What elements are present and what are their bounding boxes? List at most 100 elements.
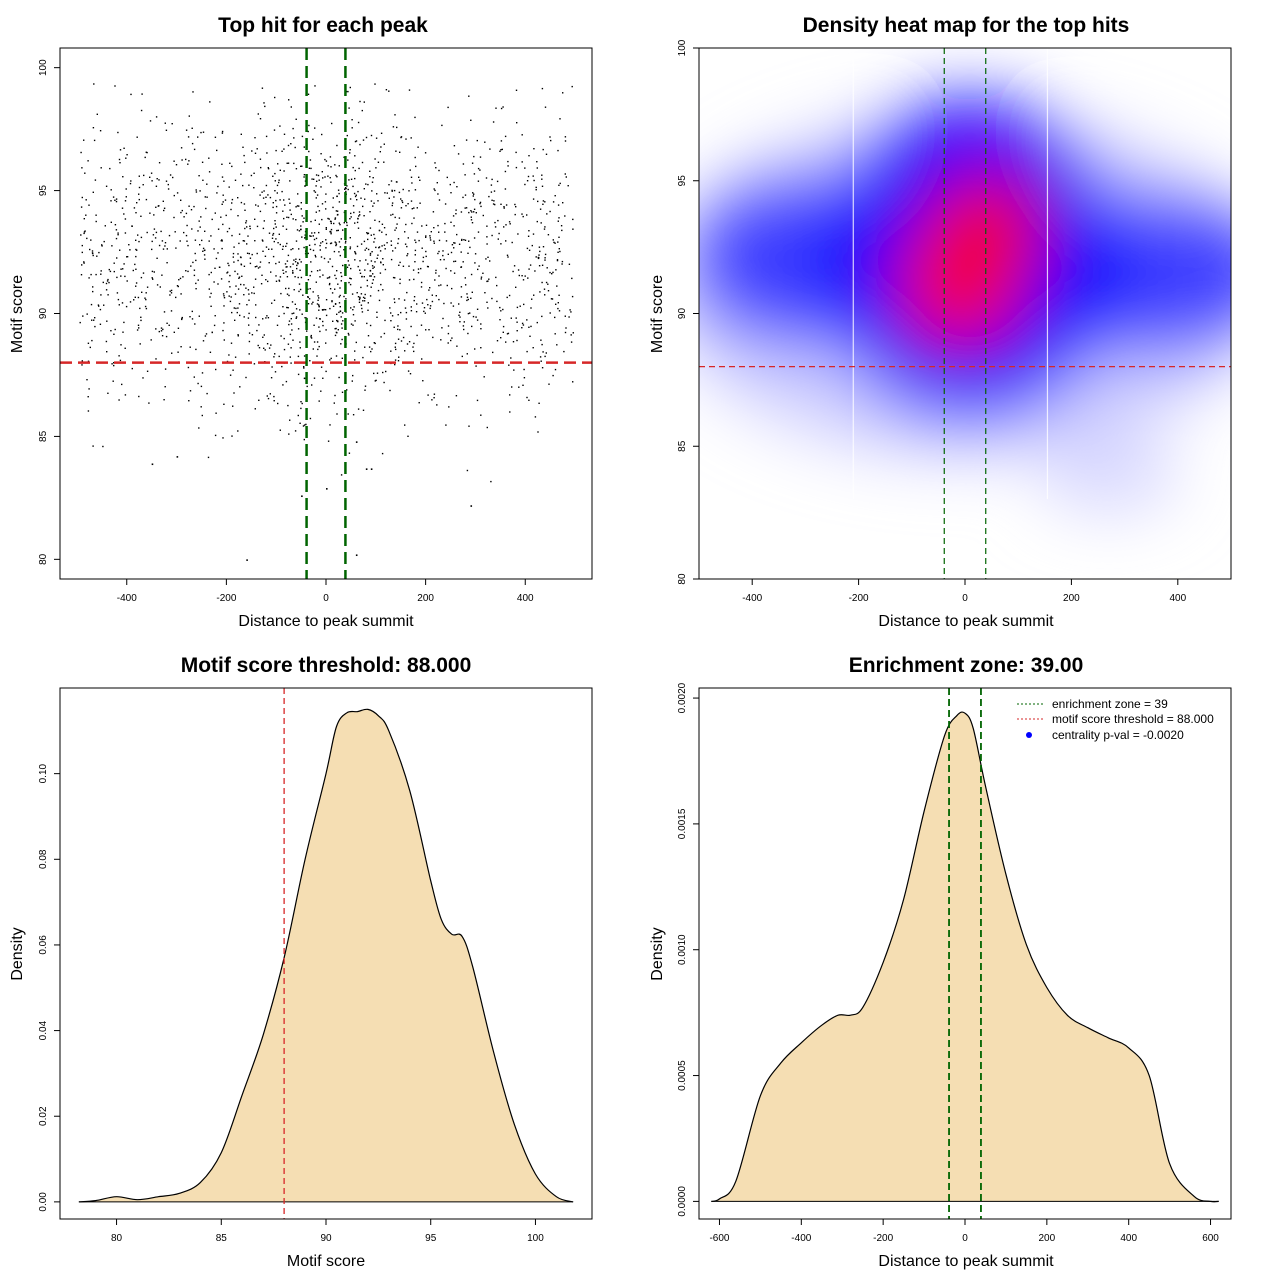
scatter-point <box>123 213 125 215</box>
scatter-point <box>427 304 429 306</box>
scatter-point <box>262 318 264 320</box>
scatter-point <box>377 200 379 202</box>
scatter-point <box>136 249 138 251</box>
scatter-point <box>239 386 241 388</box>
scatter-point <box>301 215 303 217</box>
scatter-point <box>280 335 282 337</box>
scatter-point <box>296 205 299 207</box>
scatter-point <box>115 237 118 240</box>
scatter-point <box>427 394 429 396</box>
scatter-point <box>557 241 559 243</box>
scatter-point <box>315 317 318 319</box>
scatter-point <box>338 251 340 253</box>
scatter-point <box>216 149 218 152</box>
scatter-point <box>354 177 356 180</box>
scatter-point <box>177 285 179 288</box>
scatter-point <box>191 142 194 145</box>
scatter-point <box>404 307 407 309</box>
scatter-point <box>411 182 413 184</box>
scatter-point <box>383 143 385 145</box>
scatter-point <box>208 240 210 242</box>
scatter-point <box>364 198 366 200</box>
scatter-point <box>550 298 553 300</box>
scatter-point <box>475 316 477 318</box>
scatter-point <box>288 323 290 326</box>
scatter-point <box>367 248 370 251</box>
scatter-point <box>320 366 323 368</box>
scatter-point <box>355 253 357 255</box>
scatter-point <box>222 194 224 196</box>
scatter-point <box>347 332 350 335</box>
scatter-point <box>137 296 140 299</box>
scatter-point <box>502 325 505 328</box>
scatter-point <box>180 346 182 348</box>
scatter-point <box>408 190 410 192</box>
x-tick-label: 0 <box>323 593 329 604</box>
scatter-point <box>259 118 262 120</box>
scatter-point <box>461 355 463 358</box>
legend-swatch-pval <box>1026 732 1032 738</box>
scatter-point <box>410 325 412 328</box>
scatter-point <box>107 294 109 296</box>
scatter-point <box>393 196 395 198</box>
density-curve <box>711 711 1219 1203</box>
scatter-point <box>464 194 467 196</box>
scatter-point <box>313 232 316 234</box>
scatter-point <box>163 311 166 313</box>
scatter-point <box>413 299 415 302</box>
scatter-point <box>360 304 363 306</box>
scatter-point <box>322 274 324 276</box>
scatter-point <box>135 282 138 284</box>
scatter-point <box>449 183 451 186</box>
scatter-point <box>508 294 511 297</box>
scatter-point <box>527 235 530 237</box>
scatter-point <box>494 226 497 228</box>
scatter-point <box>230 208 232 211</box>
scatter-point <box>236 273 239 275</box>
scatter-point <box>494 203 496 206</box>
scatter-point <box>465 207 468 209</box>
scatter-point <box>462 325 465 327</box>
scatter-point <box>311 178 313 180</box>
scatter-point <box>500 203 502 205</box>
scatter-point <box>473 211 475 213</box>
scatter-point <box>87 396 89 398</box>
scatter-point <box>303 355 306 357</box>
scatter-point <box>482 214 484 217</box>
scatter-point <box>234 270 236 273</box>
scatter-point <box>243 203 246 205</box>
scatter-point <box>350 212 352 215</box>
scatter-point <box>338 192 340 195</box>
scatter-point <box>366 285 369 287</box>
scatter-point <box>399 261 401 264</box>
scatter-point <box>316 194 319 196</box>
scatter-point <box>376 193 378 195</box>
scatter-point <box>94 325 96 328</box>
scatter-point <box>438 231 440 233</box>
scatter-point <box>373 202 375 204</box>
scatter-point <box>301 495 303 498</box>
scatter-point <box>313 324 315 326</box>
scatter-point <box>348 452 351 454</box>
scatter-point <box>385 89 388 91</box>
scatter-point <box>474 262 476 264</box>
scatter-point <box>562 92 564 94</box>
scatter-point <box>240 263 242 265</box>
scatter-point <box>526 180 529 182</box>
scatter-point <box>313 341 316 343</box>
scatter-point <box>86 379 88 381</box>
scatter-point <box>364 269 366 271</box>
scatter-point <box>541 281 543 284</box>
scatter-point <box>486 301 488 303</box>
scatter-point <box>379 151 381 153</box>
scatter-point <box>333 402 335 404</box>
scatter-point <box>138 175 140 177</box>
scatter-point <box>304 317 306 319</box>
scatter-point <box>325 242 328 245</box>
scatter-point <box>220 216 222 218</box>
scatter-point <box>476 319 479 321</box>
scatter-point <box>365 468 368 470</box>
y-tick-label: 100 <box>677 39 688 56</box>
scatter-point <box>222 293 225 295</box>
